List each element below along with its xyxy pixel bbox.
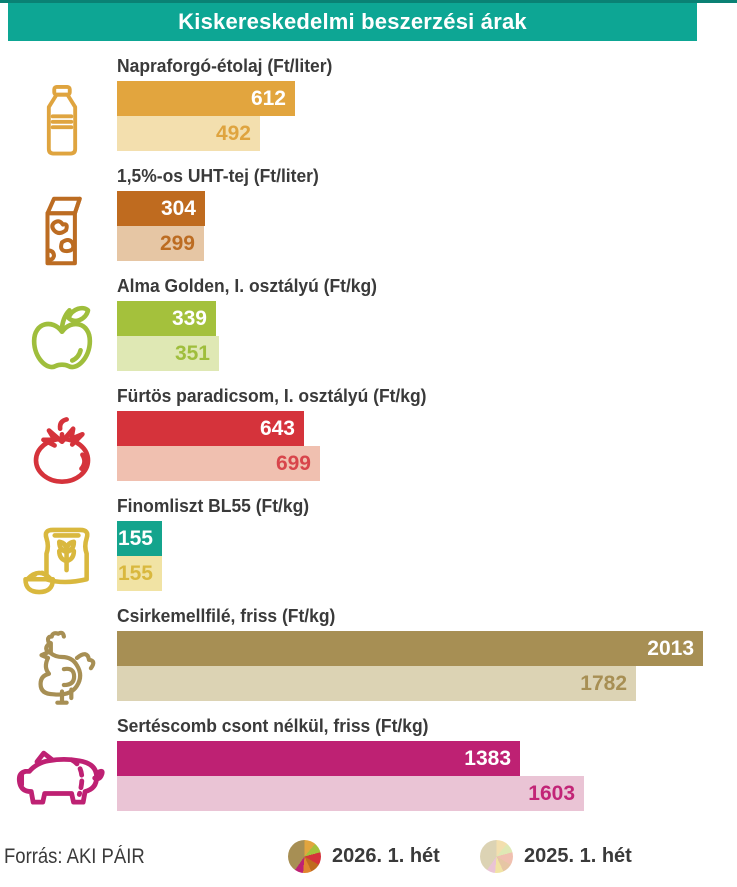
bar-2026: 612: [117, 81, 295, 116]
bar-value-2026: 155: [117, 526, 153, 550]
bar-2025: 1782: [117, 666, 636, 701]
product-title: Alma Golden, I. osztályú (Ft/kg): [117, 276, 377, 296]
bar-2025: 155: [117, 556, 162, 591]
bar-value-2025: 699: [275, 451, 311, 475]
legend-label-2025: 2025. 1. hét: [524, 845, 632, 867]
bar-value-2025: 299: [159, 231, 195, 255]
bar-2026: 643: [117, 411, 304, 446]
bar-value-2026: 2013: [647, 636, 694, 660]
bar-value-2026: 304: [160, 196, 196, 220]
bar-2025: 699: [117, 446, 320, 481]
bar-2026: 304: [117, 191, 205, 226]
pig-icon: [12, 741, 112, 821]
product-title: Napraforgó-étolaj (Ft/liter): [117, 56, 333, 76]
bar-value-2026: 612: [250, 86, 286, 110]
legend-item-2026: 2026. 1. hét: [288, 840, 440, 873]
product-title: Sertéscomb csont nélkül, friss (Ft/kg): [117, 716, 429, 736]
milk-carton-icon: [12, 191, 112, 271]
product-row-tomato: Fürtös paradicsom, I. osztályú (Ft/kg) 6…: [0, 385, 737, 495]
page-title: Kiskereskedelmi beszerzési árak: [178, 9, 527, 34]
header-banner: Kiskereskedelmi beszerzési árak: [8, 3, 697, 41]
product-row-flour: Finomliszt BL55 (Ft/kg) 155 155: [0, 495, 737, 605]
tomato-icon: [12, 411, 112, 491]
source-label: Forrás: AKI PÁIR: [4, 845, 145, 868]
bar-2025: 299: [117, 226, 204, 261]
bar-2025: 492: [117, 116, 260, 151]
bar-2026: 2013: [117, 631, 703, 666]
product-title: Csirkemellfilé, friss (Ft/kg): [117, 606, 336, 626]
product-row-pork: Sertéscomb csont nélkül, friss (Ft/kg) 1…: [0, 715, 737, 825]
product-row-uht-milk: 1,5%-os UHT-tej (Ft/liter) 304 299: [0, 165, 737, 275]
bar-value-2025: 1603: [528, 781, 575, 805]
legend-pie-2025-icon: [480, 840, 513, 873]
product-title: 1,5%-os UHT-tej (Ft/liter): [117, 166, 319, 186]
bar-value-2026: 339: [171, 306, 207, 330]
product-title: Finomliszt BL55 (Ft/kg): [117, 496, 310, 516]
product-row-sunflower-oil: Napraforgó-étolaj (Ft/liter) 612 492: [0, 55, 737, 165]
bar-value-2025: 351: [174, 341, 210, 365]
bar-value-2025: 1782: [580, 671, 627, 695]
bar-2026: 339: [117, 301, 216, 336]
product-row-chicken: Csirkemellfilé, friss (Ft/kg) 2013 1782: [0, 605, 737, 715]
product-title: Fürtös paradicsom, I. osztályú (Ft/kg): [117, 386, 427, 406]
legend-pie-2026-icon: [288, 840, 321, 873]
oil-bottle-icon: [12, 81, 112, 161]
bar-2025: 351: [117, 336, 219, 371]
legend-item-2025: 2025. 1. hét: [480, 840, 632, 873]
footer: Forrás: AKI PÁIR 2026. 1. hét 2025. 1. h…: [0, 834, 737, 882]
flour-sack-icon: [12, 521, 112, 601]
product-list: Napraforgó-étolaj (Ft/liter) 612 492 1,5…: [0, 55, 737, 825]
apple-icon: [12, 301, 112, 381]
bar-value-2026: 643: [259, 416, 295, 440]
top-border-line: [0, 0, 737, 3]
product-row-apple: Alma Golden, I. osztályú (Ft/kg) 339 351: [0, 275, 737, 385]
bar-2026: 155: [117, 521, 162, 556]
bar-2025: 1603: [117, 776, 584, 811]
legend-label-2026: 2026. 1. hét: [332, 845, 440, 867]
bar-2026: 1383: [117, 741, 520, 776]
bar-value-2025: 155: [117, 561, 153, 585]
bar-value-2025: 492: [215, 121, 251, 145]
chicken-icon: [12, 630, 112, 711]
bar-value-2026: 1383: [464, 746, 511, 770]
